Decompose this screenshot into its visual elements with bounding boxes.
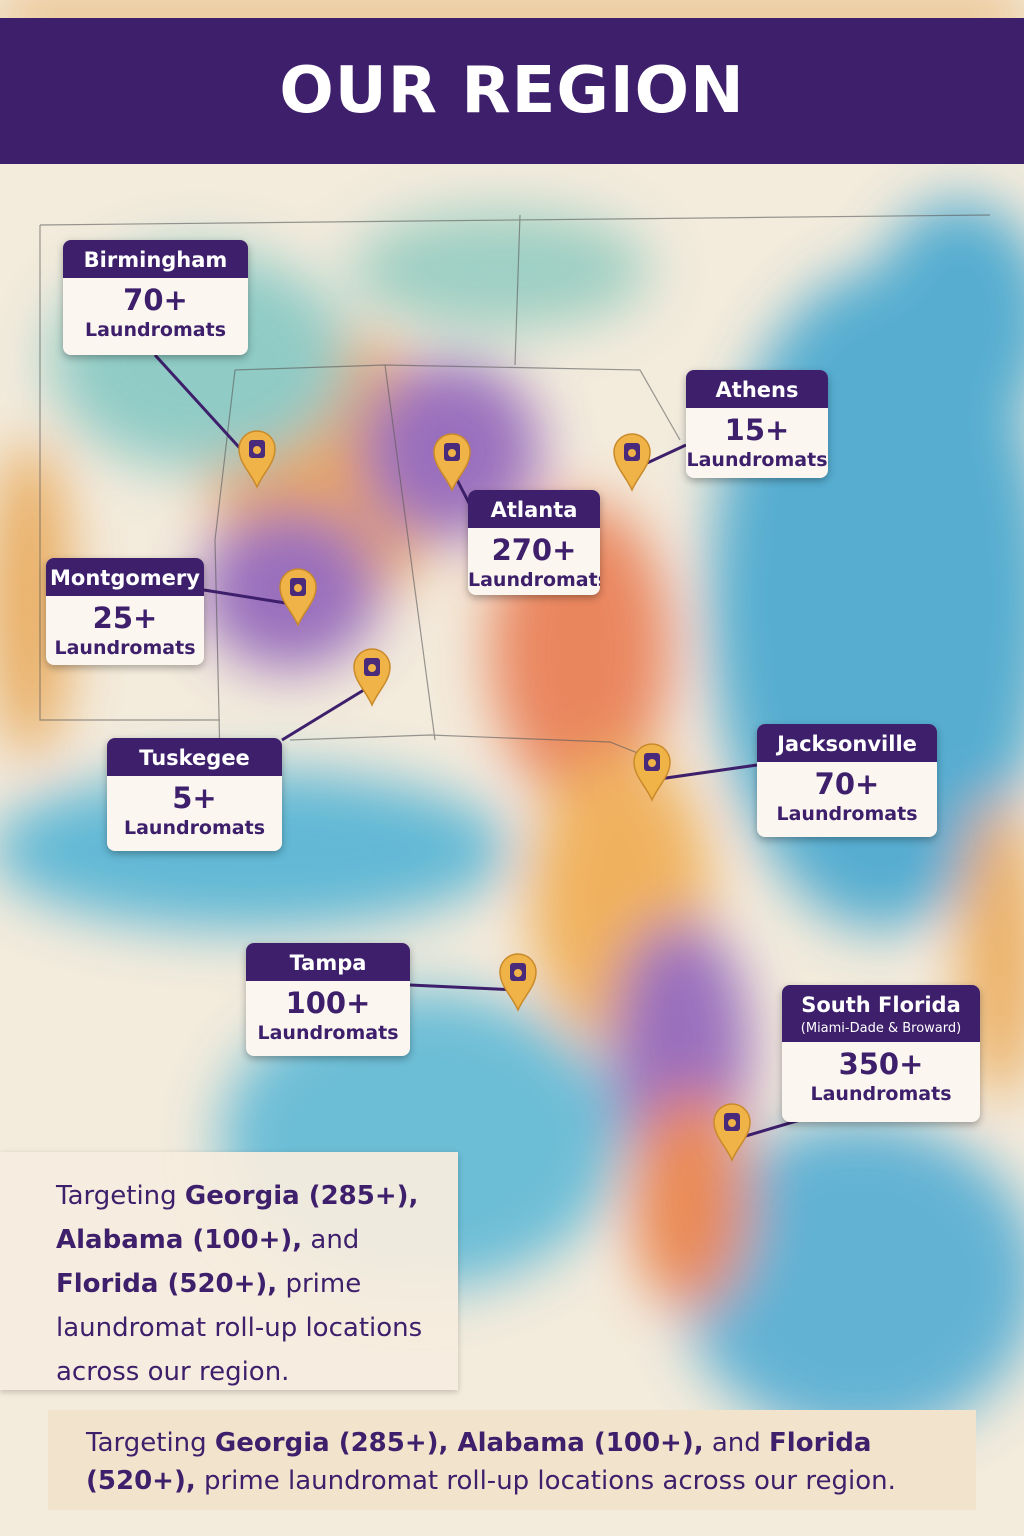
text: Targeting: [86, 1428, 215, 1458]
location-name: Jacksonville: [757, 724, 937, 762]
location-name-text: Tampa: [289, 951, 367, 975]
pin: [433, 433, 471, 492]
text: and: [302, 1225, 360, 1255]
location-name: Athens: [686, 370, 828, 408]
pin: [353, 648, 391, 707]
location-name: Atlanta: [468, 490, 600, 528]
pin-marker: [499, 953, 537, 1012]
location-box: Tuskegee 5+ Laundromats: [107, 738, 282, 851]
location-name: Tuskegee: [107, 738, 282, 776]
leader-line: [203, 588, 299, 607]
location-unit: Laundromats: [257, 1022, 399, 1044]
location-unit: Laundromats: [468, 569, 600, 591]
location-name-text: South Florida: [801, 993, 961, 1017]
pin-marker: [238, 430, 276, 489]
bold-text: Georgia (285+), Alabama (100+),: [214, 1428, 704, 1458]
location-box: Montgomery 25+ Laundromats: [46, 558, 204, 665]
pin-icon-door: [253, 446, 261, 454]
pin: [238, 430, 276, 489]
pin: [613, 433, 651, 492]
location-box: Birmingham 70+ Laundromats: [63, 240, 248, 355]
leader-line: [651, 763, 758, 782]
pin-icon-door: [728, 1119, 736, 1127]
pin-icon-door: [628, 449, 636, 457]
location-name-text: Atlanta: [490, 498, 578, 522]
location-count: 25+: [92, 601, 158, 635]
pin: [633, 743, 671, 802]
bold-text: Florida (520+),: [56, 1269, 278, 1299]
title: OUR REGION: [279, 54, 745, 128]
location-unit: Laundromats: [54, 637, 196, 659]
header: OUR REGION: [0, 18, 1024, 164]
pin-icon-door: [448, 449, 456, 457]
location-name: Birmingham: [63, 240, 248, 278]
location-box: Atlanta 270+ Laundromats: [468, 490, 600, 595]
bold-text: Georgia (285+), Alabama (100+),: [56, 1181, 419, 1255]
pin-marker: [279, 568, 317, 627]
pin: [713, 1103, 751, 1162]
location-count: 15+: [724, 413, 790, 447]
location-name-text: Jacksonville: [777, 732, 917, 756]
location-name-text: Athens: [715, 378, 799, 402]
pin-icon-door: [368, 664, 376, 672]
pin-marker: [433, 433, 471, 492]
location-box: Tampa 100+ Laundromats: [246, 943, 410, 1056]
location-name: South Florida (Miami-Dade & Broward): [782, 985, 980, 1042]
location-box: South Florida (Miami-Dade & Broward) 350+ L…: [782, 985, 980, 1122]
pin-icon-door: [648, 759, 656, 767]
text: prime laundromat roll-up locations acros…: [195, 1466, 896, 1496]
pin: [499, 953, 537, 1012]
pin-marker: [613, 433, 651, 492]
location-count: 350+: [838, 1047, 924, 1081]
location-unit: Laundromats: [84, 319, 226, 341]
location-count: 270+: [491, 533, 577, 567]
location-box: Athens 15+ Laundromats: [686, 370, 828, 478]
pin-marker: [633, 743, 671, 802]
location-unit: Laundromats: [810, 1083, 952, 1105]
text: and: [703, 1428, 770, 1458]
location-note: (Miami-Dade & Broward): [800, 1021, 962, 1036]
location-name-text: Tuskegee: [139, 746, 250, 770]
location-box: Jacksonville 70+ Laundromats: [757, 724, 937, 837]
location-count: 70+: [123, 283, 188, 317]
summary-box: Targeting Georgia (285+), Alabama (100+)…: [0, 1152, 458, 1390]
pin-icon-door: [294, 584, 302, 592]
location-count: 5+: [172, 781, 217, 815]
pin: [279, 568, 317, 627]
pin-marker: [353, 648, 391, 707]
location-count: 70+: [814, 767, 880, 801]
bold-text: Florida (520+),: [86, 1428, 872, 1496]
location-name-text: Montgomery: [50, 566, 200, 590]
leader-line: [281, 683, 373, 742]
location-name: Montgomery: [46, 558, 204, 596]
location-unit: Laundromats: [123, 817, 265, 839]
text: Targeting: [56, 1181, 185, 1211]
text: prime laundromat roll-up locations acros…: [56, 1269, 423, 1387]
location-unit: Laundromats: [686, 449, 828, 471]
location-count: 100+: [285, 986, 371, 1020]
pin-icon-door: [514, 969, 522, 977]
location-name: Tampa: [246, 943, 410, 981]
location-unit: Laundromats: [776, 803, 918, 825]
location-name-text: Birmingham: [83, 248, 228, 272]
pin-marker: [713, 1103, 751, 1162]
footer: Targeting Georgia (285+), Alabama (100+)…: [48, 1410, 976, 1510]
leader-line: [409, 983, 519, 992]
